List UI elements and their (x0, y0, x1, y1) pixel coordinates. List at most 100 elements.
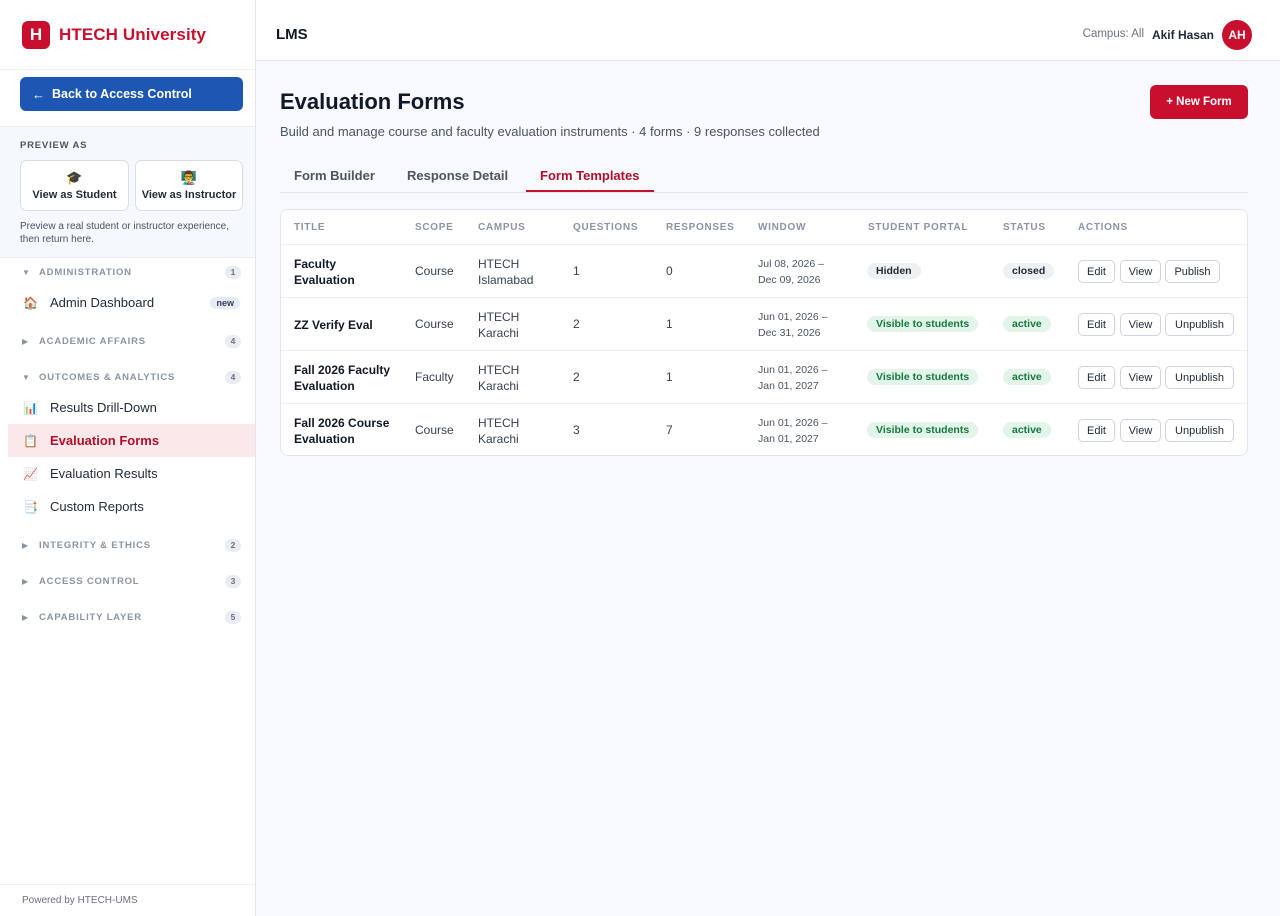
preview-as-title: PREVIEW AS (20, 140, 88, 151)
sidebar-item-label: Custom Reports (50, 499, 144, 514)
row-window-line: Jan 01, 2027 (758, 380, 819, 392)
edit-button[interactable]: Edit (1078, 419, 1115, 442)
row-title-line: Faculty (294, 257, 337, 271)
row-title-line: Fall 2026 Faculty (294, 363, 391, 377)
portal-badge: Visible to students (867, 422, 979, 438)
row-responses: 0 (666, 264, 673, 278)
edit-button[interactable]: Edit (1078, 313, 1115, 336)
row-window-line: Jan 01, 2027 (758, 433, 819, 445)
sidebar-item-custom-reports[interactable]: 📑 Custom Reports (8, 490, 255, 523)
row-campus-line: Islamabad (478, 273, 534, 287)
row-scope: Course (415, 264, 454, 278)
home-icon: 🏠 (23, 295, 38, 310)
new-badge: new (210, 296, 240, 309)
row-window: Jul 08, 2026 – Dec 09, 2026 (758, 256, 824, 288)
row-window-line: Jul 08, 2026 – (758, 258, 824, 270)
row-campus-line: Karachi (478, 326, 519, 340)
column-header-questions: QUESTIONS (573, 222, 639, 233)
caret-right-icon: ▶ (22, 612, 29, 622)
tab-form-templates[interactable]: Form Templates (540, 168, 640, 183)
row-window: Jun 01, 2026 – Jan 01, 2027 (758, 362, 827, 394)
row-window-line: Jun 01, 2026 – (758, 364, 828, 376)
row-campus-line: HTECH (478, 310, 520, 324)
column-header-window: WINDOW (758, 222, 807, 233)
row-campus-line: Karachi (478, 432, 519, 446)
unpublish-button[interactable]: Unpublish (1165, 366, 1234, 389)
row-responses: 1 (666, 317, 673, 331)
page-subtitle: Build and manage course and faculty eval… (280, 124, 820, 139)
nav-section-administration[interactable]: ▼ ADMINISTRATION 1 (0, 262, 255, 282)
nav-section-capability-layer[interactable]: ▶ CAPABILITY LAYER 5 (0, 607, 255, 627)
row-window: Jun 01, 2026 – Jan 01, 2027 (758, 415, 827, 447)
tab-response-detail[interactable]: Response Detail (407, 168, 509, 183)
avatar[interactable]: AH (1222, 20, 1252, 50)
row-campus-line: HTECH (478, 363, 520, 377)
sidebar-item-admin-dashboard[interactable]: 🏠 Admin Dashboard new (8, 286, 255, 319)
row-title: Fall 2026 Faculty Evaluation (294, 362, 404, 394)
sidebar-item-label: Results Drill-Down (50, 400, 157, 415)
nav-section-integrity-ethics[interactable]: ▶ INTEGRITY & ETHICS 2 (0, 535, 255, 555)
nav-section-count: 4 (225, 370, 241, 384)
row-questions: 1 (573, 264, 580, 278)
publish-button[interactable]: Publish (1165, 260, 1220, 283)
nav-section-access-control[interactable]: ▶ ACCESS CONTROL 3 (0, 571, 255, 591)
table-row: Fall 2026 Course Evaluation Course HTECH… (281, 404, 1247, 457)
view-as-student-button[interactable]: 🎓 View as Student (20, 160, 129, 211)
sidebar-item-results-drill-down[interactable]: 📊 Results Drill-Down (8, 391, 255, 424)
nav-section-label: CAPABILITY LAYER (39, 611, 142, 623)
unpublish-button[interactable]: Unpublish (1165, 419, 1234, 442)
nav-section-label: OUTCOMES & ANALYTICS (39, 371, 176, 383)
preview-note: Preview a real student or instructor exp… (20, 221, 229, 245)
view-button[interactable]: View (1120, 419, 1161, 442)
back-to-access-control-button[interactable]: ← Back to Access Control (20, 77, 243, 111)
view-button[interactable]: View (1120, 366, 1161, 389)
row-window-line: Dec 31, 2026 (758, 327, 821, 339)
report-icon: 📑 (23, 499, 38, 514)
portal-badge: Hidden (867, 263, 921, 279)
bar-chart-icon: 📊 (23, 400, 38, 415)
status-badge: active (1003, 316, 1051, 332)
user-name[interactable]: Akif Hasan (1151, 28, 1214, 42)
tab-form-builder[interactable]: Form Builder (294, 168, 375, 183)
preview-as-panel: PREVIEW AS 🎓 View as Student 👨‍🏫 View as… (0, 126, 255, 258)
row-scope: Course (415, 317, 454, 331)
nav-section-label: ADMINISTRATION (39, 266, 132, 278)
row-scope: Course (415, 423, 454, 437)
view-button[interactable]: View (1120, 260, 1161, 283)
topbar: LMS Campus: All Akif Hasan AH (256, 0, 1280, 61)
caret-down-icon: ▼ (22, 372, 31, 382)
row-questions: 2 (573, 317, 580, 331)
sidebar-item-evaluation-forms[interactable]: 📋 Evaluation Forms (8, 424, 255, 457)
view-as-instructor-button[interactable]: 👨‍🏫 View as Instructor (135, 160, 243, 211)
view-as-student-label: View as Student (32, 188, 117, 201)
column-header-campus: CAMPUS (478, 222, 526, 233)
brand[interactable]: H HTECH University (0, 0, 255, 70)
row-responses: 7 (666, 423, 673, 437)
edit-button[interactable]: Edit (1078, 260, 1115, 283)
row-campus: HTECH Karachi (478, 362, 558, 394)
caret-right-icon: ▶ (22, 336, 29, 346)
sidebar-item-evaluation-results[interactable]: 📈 Evaluation Results (8, 457, 255, 490)
unpublish-button[interactable]: Unpublish (1165, 313, 1234, 336)
brand-logo-icon: H (22, 20, 50, 49)
row-window-line: Dec 09, 2026 (758, 274, 821, 286)
row-title-line: Evaluation (294, 379, 355, 393)
active-tab-indicator (526, 190, 654, 192)
campus-selector[interactable]: Campus: All (1082, 28, 1144, 40)
nav-section-count: 4 (225, 334, 241, 348)
view-button[interactable]: View (1120, 313, 1161, 336)
row-campus: HTECH Karachi (478, 415, 558, 447)
instructor-icon: 👨‍🏫 (180, 169, 198, 185)
column-header-student-portal: STUDENT PORTAL (868, 222, 969, 233)
nav-section-label: INTEGRITY & ETHICS (39, 539, 151, 551)
edit-button[interactable]: Edit (1078, 366, 1115, 389)
row-title-line: Fall 2026 Course (294, 416, 390, 430)
nav-section-academic-affairs[interactable]: ▶ ACADEMIC AFFAIRS 4 (0, 331, 255, 351)
new-form-button[interactable]: + New Form (1150, 85, 1248, 119)
table-row: Fall 2026 Faculty Evaluation Faculty HTE… (281, 351, 1247, 404)
nav-section-label: ACADEMIC AFFAIRS (39, 335, 146, 347)
nav-section-outcomes-analytics[interactable]: ▼ OUTCOMES & ANALYTICS 4 (0, 367, 255, 387)
row-window-line: Jun 01, 2026 – (758, 417, 828, 429)
row-campus-line: HTECH (478, 257, 520, 271)
status-badge: closed (1003, 263, 1055, 279)
